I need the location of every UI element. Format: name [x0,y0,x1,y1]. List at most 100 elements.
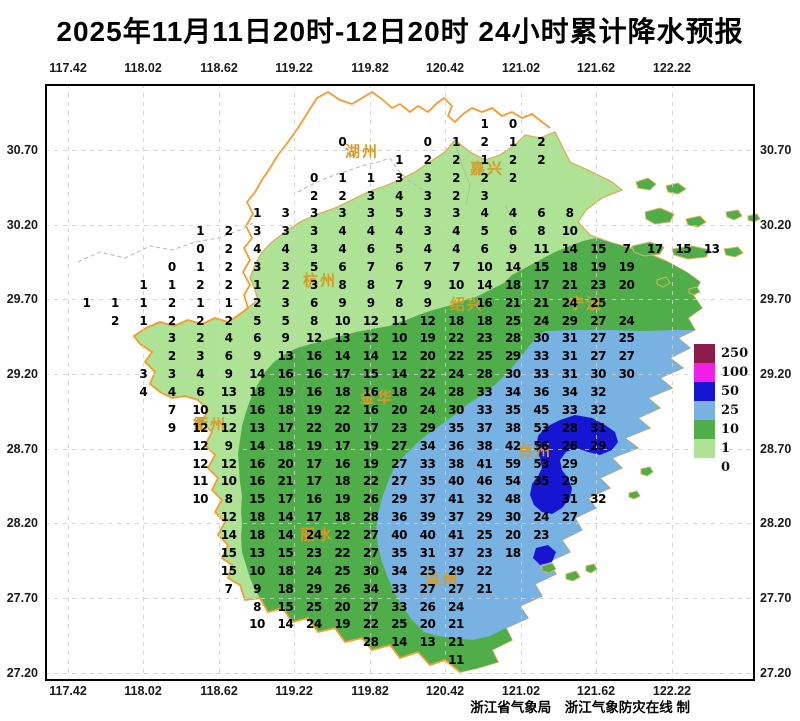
grid-value: 28 [476,367,493,382]
grid-value: 9 [253,349,261,364]
grid-value: 9 [423,277,432,292]
grid-value: 3 [423,170,432,185]
grid-value: 35 [391,545,407,560]
grid-value: 28 [504,331,521,346]
lat-label-left: 27.20 [6,666,38,680]
grid-value: 30 [504,510,521,525]
grid-value: 25 [306,599,322,614]
grid-value: 38 [476,438,493,453]
grid-value: 36 [448,438,464,453]
grid-value: 6 [309,295,318,310]
grid-value: 3 [423,206,432,221]
grid-value: 29 [561,313,578,328]
grid-value: 41 [476,456,493,471]
lat-label-left: 29.70 [6,292,38,306]
grid-value: 3 [338,206,347,221]
grid-value: 35 [419,474,436,489]
grid-value: 37 [448,545,464,560]
grid-value: 12 [192,456,209,471]
grid-value: 5 [395,242,404,257]
grid-value: 4 [452,242,460,257]
grid-value: 14 [220,528,237,542]
grid-value: 9 [167,420,176,435]
grid-value: 33 [476,385,493,400]
grid-value: 1 [480,117,489,131]
grid-value: 29 [561,456,578,471]
grid-value: 16 [334,456,351,471]
grid-value: 1 [110,295,119,310]
legend-label: 25 [721,403,740,418]
grid-value: 9 [508,242,517,257]
grid-value: 3 [395,170,404,185]
grid-value: 27 [362,528,379,542]
grid-value: 34 [504,385,521,400]
grid-value: 14 [476,277,493,292]
grid-value: 17 [306,456,322,471]
legend-label: 250 [721,346,749,361]
grid-value: 15 [362,367,379,382]
grid-value: 16 [476,295,493,310]
lat-label-left: 30.70 [6,143,38,157]
grid-value: 19 [334,492,351,507]
grid-value: 13 [334,331,351,346]
lat-label-right: 27.70 [760,591,792,605]
grid-value: 40 [419,528,436,542]
grid-value: 6 [395,260,404,274]
city-label-绍兴: 绍兴 [449,296,485,314]
grid-value: 1 [508,134,517,149]
grid-value: 28 [362,635,379,650]
grid-value: 1 [253,277,261,292]
grid-value: 18 [277,438,294,453]
grid-value: 14 [391,367,407,382]
grid-value: 24 [533,510,550,525]
grid-value: 48 [504,492,521,507]
grid-value: 23 [476,331,493,346]
city-label-杭州: 杭州 [302,272,338,290]
grid-value: 17 [334,438,351,453]
grid-value: 29 [504,349,521,364]
grid-value: 0 [423,134,432,149]
grid-value: 28 [561,420,578,435]
lon-label-bottom: 119.22 [275,684,313,698]
grid-value: 53 [533,456,550,471]
grid-value: 13 [249,420,265,435]
grid-value: 2 [508,170,517,185]
grid-value: 2 [167,313,176,328]
city-label-湖州: 湖州 [344,143,380,161]
grid-value: 9 [224,438,233,453]
grid-value: 27 [618,349,635,364]
lon-label-top: 122.22 [652,61,692,75]
grid-value: 2 [452,152,460,167]
grid-value: 23 [306,545,322,560]
grid-value: 32 [590,402,606,417]
grid-value: 2 [110,313,119,328]
grid-value: 19 [306,402,322,417]
grid-value: 1 [338,170,347,185]
grid-value: 34 [362,581,379,596]
legend-item: 0 [694,458,748,477]
grid-value: 18 [277,581,294,596]
grid-value: 18 [249,385,265,400]
grid-value: 11 [448,653,464,668]
grid-value: 24 [306,563,322,578]
grid-value: 16 [306,492,322,507]
legend-item: 100 [694,363,748,382]
grid-value: 8 [565,206,574,221]
grid-value: 25 [504,313,521,328]
grid-value: 9 [253,581,261,596]
grid-value: 17 [533,277,550,292]
grid-value: 4 [423,242,432,257]
grid-value: 31 [561,367,578,382]
grid-value: 18 [249,510,265,525]
grid-value: 3 [281,295,290,310]
grid-value: 10 [334,313,351,328]
gridline-lat [45,523,755,524]
grid-value: 9 [338,295,347,310]
grid-value: 12 [362,313,379,328]
grid-value: 39 [419,510,436,525]
grid-value: 5 [480,224,489,239]
grid-value: 22 [334,402,351,417]
grid-value: 3 [281,260,290,274]
grid-value: 11 [391,313,407,328]
gridline-lat [45,225,755,226]
